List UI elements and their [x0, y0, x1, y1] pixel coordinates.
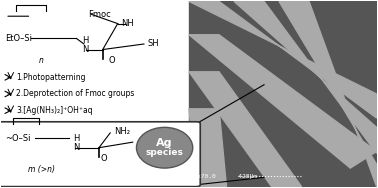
Text: species: species: [146, 148, 184, 157]
FancyBboxPatch shape: [0, 122, 200, 187]
Ellipse shape: [136, 127, 193, 168]
Polygon shape: [189, 1, 376, 118]
Polygon shape: [189, 72, 302, 187]
Text: Ag: Ag: [156, 138, 173, 148]
Polygon shape: [279, 1, 376, 187]
Text: N: N: [82, 45, 88, 54]
Text: Fmoc: Fmoc: [88, 10, 110, 19]
Text: O: O: [101, 154, 107, 163]
Text: N: N: [73, 143, 79, 152]
Text: 1.Photopatterning: 1.Photopatterning: [16, 73, 86, 82]
Text: EtO–Si: EtO–Si: [5, 34, 32, 43]
Text: NH₂: NH₂: [114, 127, 130, 136]
Text: H: H: [82, 36, 88, 45]
Bar: [189, 1, 376, 187]
Text: m (>n): m (>n): [28, 165, 55, 174]
Text: SH: SH: [148, 39, 160, 49]
Text: O: O: [108, 56, 115, 65]
Text: 2.Deprotection of Fmoc groups: 2.Deprotection of Fmoc groups: [16, 89, 135, 99]
Text: 3.[Ag(NH₃)₂]⁺OH⁺aq: 3.[Ag(NH₃)₂]⁺OH⁺aq: [16, 106, 93, 115]
Text: S–S: S–S: [140, 138, 155, 147]
Text: n: n: [39, 56, 44, 65]
Text: ~O–Si: ~O–Si: [5, 134, 31, 143]
Polygon shape: [189, 35, 376, 168]
Text: NH: NH: [121, 19, 134, 28]
Polygon shape: [189, 109, 226, 187]
Polygon shape: [234, 1, 376, 153]
Text: H: H: [73, 134, 79, 143]
Text: x70.0      428μm: x70.0 428μm: [197, 174, 257, 179]
